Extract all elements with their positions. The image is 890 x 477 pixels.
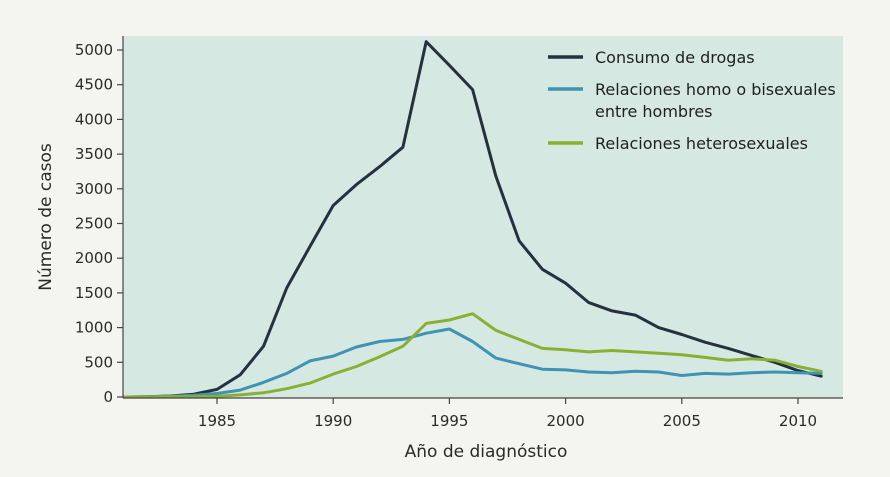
y-tick-label: 4500 xyxy=(75,76,113,94)
series-line-1 xyxy=(122,40,823,399)
y-tick-label: 0 xyxy=(103,388,113,406)
x-tick-label: 2010 xyxy=(779,412,817,430)
y-tick-label: 2000 xyxy=(75,249,113,267)
x-tick-label: 1985 xyxy=(198,412,236,430)
y-tick-label: 5000 xyxy=(75,41,113,59)
x-axis-title: Año de diagnóstico xyxy=(405,442,568,462)
y-tick-label: 3000 xyxy=(75,180,113,198)
y-tick-label: 2500 xyxy=(75,215,113,233)
series-line-3 xyxy=(122,312,823,399)
x-tick-label: 1995 xyxy=(430,412,468,430)
x-tick-label: 2005 xyxy=(663,412,701,430)
legend-label-3: Relaciones heterosexuales xyxy=(595,134,808,153)
y-tick-label: 500 xyxy=(84,353,113,371)
legend-label-2: Relaciones homo o bisexuales xyxy=(595,80,836,99)
series-line-2 xyxy=(122,327,823,399)
legend-label-2: entre hombres xyxy=(595,102,713,121)
legend-label-1: Consumo de drogas xyxy=(595,48,755,67)
y-tick-label: 1000 xyxy=(75,319,113,337)
plot-background xyxy=(123,36,843,398)
y-tick-label: 3500 xyxy=(75,145,113,163)
x-tick-label: 2000 xyxy=(547,412,585,430)
y-tick-label: 4000 xyxy=(75,110,113,128)
y-axis-title: Número de casos xyxy=(36,143,56,291)
y-tick-label: 1500 xyxy=(75,284,113,302)
x-tick-label: 1990 xyxy=(314,412,352,430)
